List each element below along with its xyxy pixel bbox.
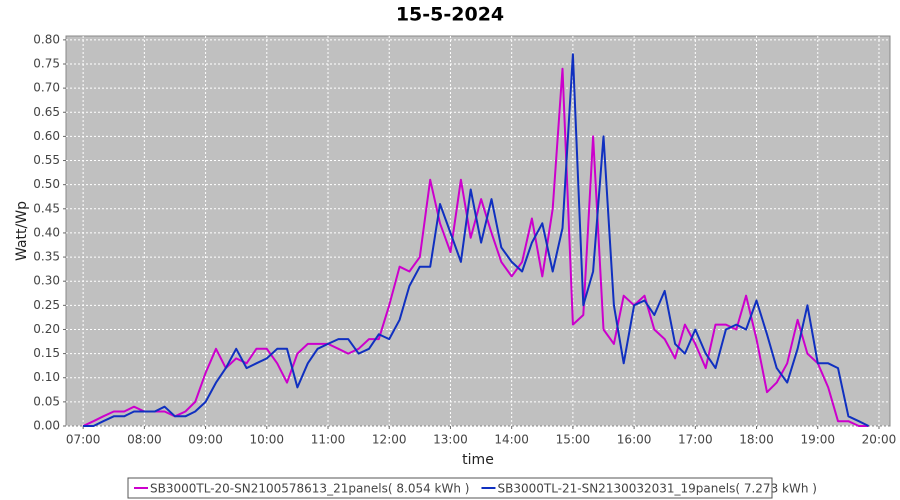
- y-tick-label: 0.40: [33, 225, 60, 239]
- y-tick-label: 0.45: [33, 201, 60, 215]
- legend-label: SB3000TL-20-SN2100578613_21panels( 8.054…: [150, 482, 469, 496]
- x-tick-label: 17:00: [678, 433, 713, 447]
- y-tick-label: 0.50: [33, 177, 60, 191]
- y-tick-label: 0.10: [33, 370, 60, 384]
- y-tick-label: 0.30: [33, 274, 60, 288]
- x-tick-label: 13:00: [433, 433, 468, 447]
- y-tick-label: 0.05: [33, 394, 60, 408]
- x-tick-label: 09:00: [188, 433, 223, 447]
- y-tick-label: 0.55: [33, 153, 60, 167]
- x-tick-label: 07:00: [66, 433, 101, 447]
- x-axis-label: time: [462, 452, 494, 468]
- legend-label: SB3000TL-21-SN2130032031_19panels( 7.273…: [497, 482, 816, 496]
- y-tick-label: 0.65: [33, 105, 60, 119]
- y-tick-label: 0.25: [33, 298, 60, 312]
- x-tick-label: 12:00: [372, 433, 407, 447]
- y-tick-label: 0.35: [33, 250, 60, 264]
- x-tick-label: 15:00: [556, 433, 591, 447]
- y-tick-label: 0.60: [33, 129, 60, 143]
- x-tick-label: 11:00: [311, 433, 346, 447]
- y-tick-label: 0.70: [33, 81, 60, 95]
- x-tick-label: 10:00: [249, 433, 284, 447]
- x-tick-label: 16:00: [617, 433, 652, 447]
- x-tick-label: 19:00: [800, 433, 835, 447]
- x-tick-label: 20:00: [862, 433, 897, 447]
- series-line: [83, 53, 870, 427]
- y-axis-label: Watt/Wp: [14, 201, 30, 261]
- y-tick-label: 0.80: [33, 32, 60, 46]
- x-tick-label: 14:00: [494, 433, 529, 447]
- legend-box: [127, 477, 773, 499]
- y-tick-label: 0.00: [33, 419, 60, 433]
- y-tick-label: 0.15: [33, 346, 60, 360]
- x-tick-label: 18:00: [739, 433, 774, 447]
- y-tick-label: 0.75: [33, 56, 60, 70]
- chart-title: 15-5-2024: [396, 4, 504, 26]
- x-tick-label: 08:00: [127, 433, 162, 447]
- y-tick-label: 0.20: [33, 322, 60, 336]
